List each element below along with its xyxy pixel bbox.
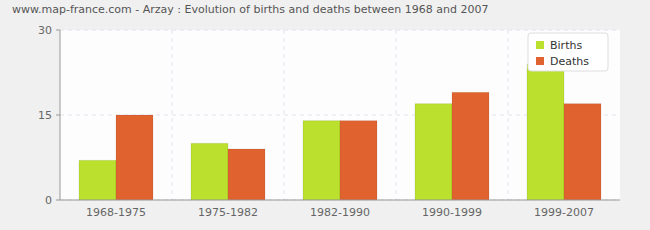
category-label: 1968-1975 — [86, 206, 146, 219]
y-axis — [60, 30, 61, 200]
legend-label: Deaths — [550, 55, 589, 68]
legend-label: Births — [550, 39, 582, 52]
grid-line — [60, 200, 620, 201]
title: www.map-france.com - Arzay : Evolution o… — [12, 3, 488, 16]
bar — [564, 104, 601, 200]
bar — [228, 149, 265, 200]
tick — [56, 115, 60, 116]
background — [0, 0, 650, 230]
x-axis — [60, 200, 620, 201]
tick — [56, 30, 60, 31]
category-label: 1990-1999 — [422, 206, 482, 219]
category-label: 1982-1990 — [310, 206, 370, 219]
bar — [191, 143, 228, 200]
bar — [79, 160, 116, 200]
legend-swatch — [536, 57, 544, 65]
bar — [116, 115, 153, 200]
bars — [79, 64, 601, 200]
tick-label: 0 — [45, 194, 52, 207]
legend — [528, 33, 608, 71]
bar — [527, 64, 564, 200]
bar — [340, 121, 377, 200]
bar — [303, 121, 340, 200]
tick-label: 15 — [38, 109, 52, 122]
grid-line — [60, 30, 620, 31]
legend-swatch — [536, 41, 544, 49]
chart: www.map-france.com - Arzay : Evolution o… — [0, 0, 650, 230]
plot-area — [60, 30, 620, 200]
category-label: 1975-1982 — [198, 206, 258, 219]
tick-label: 30 — [38, 24, 52, 37]
tick — [56, 200, 60, 201]
category-label: 1999-2007 — [534, 206, 594, 219]
bar — [415, 104, 452, 200]
bar — [452, 92, 489, 200]
